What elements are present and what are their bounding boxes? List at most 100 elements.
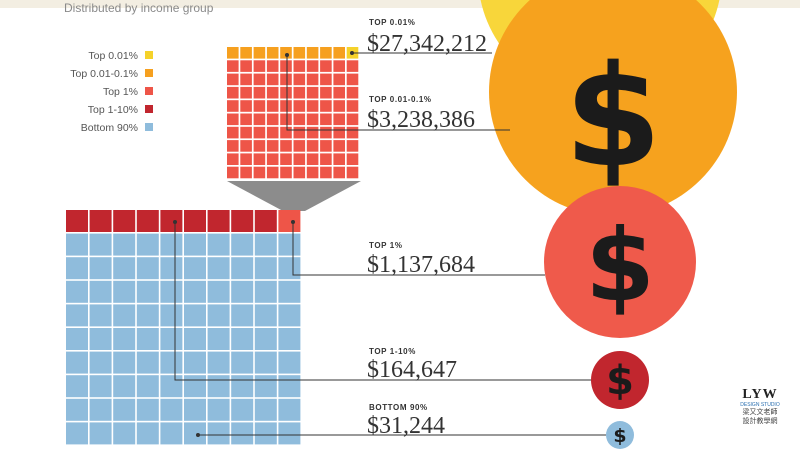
top-grid-cell bbox=[280, 86, 292, 99]
top-grid-cell bbox=[333, 73, 345, 86]
watermark-logo: LYW DESIGN STUDIO 梁又文老師 設計教學網 bbox=[730, 388, 790, 426]
top-grid-cell bbox=[346, 86, 359, 99]
bottom-grid-cell bbox=[231, 257, 254, 280]
top-grid-cell bbox=[240, 166, 252, 179]
top-grid-cell bbox=[253, 166, 266, 179]
top-grid-cell bbox=[320, 60, 332, 72]
leader-line-top-01 bbox=[286, 55, 510, 131]
top-grid-cell bbox=[293, 86, 306, 99]
group-heading-bottom-90: BOTTOM 90% bbox=[369, 403, 428, 412]
legend-swatch-3 bbox=[145, 105, 153, 113]
bottom-grid-cell bbox=[278, 257, 301, 280]
top-grid-cell bbox=[306, 60, 319, 72]
leader-dot bbox=[350, 51, 354, 55]
bottom-grid-cell bbox=[89, 375, 112, 398]
bottom-grid-cell bbox=[254, 280, 277, 303]
legend-swatch-4 bbox=[145, 123, 153, 131]
top-grid-cell bbox=[293, 73, 306, 86]
top-grid-cell bbox=[240, 73, 252, 86]
top-grid-cell bbox=[253, 86, 266, 99]
circle-top-1-10 bbox=[591, 351, 649, 409]
bottom-grid-cell bbox=[113, 280, 136, 303]
top-grid-cell bbox=[333, 86, 345, 99]
bottom-grid-cell bbox=[66, 304, 88, 327]
top-grid-cell bbox=[280, 100, 292, 112]
leader-line-top-1-10 bbox=[174, 222, 591, 381]
bottom-grid-cell bbox=[278, 398, 301, 421]
bottom-grid-cell bbox=[66, 328, 88, 350]
zoom-funnel bbox=[227, 181, 361, 211]
top-grid-cell bbox=[293, 126, 306, 139]
bottom-grid-cell bbox=[184, 257, 206, 280]
dollar-icon-top-1: $ bbox=[585, 207, 655, 324]
bottom-grid-cell bbox=[254, 328, 277, 350]
watermark-brand: LYW bbox=[742, 387, 778, 402]
top-grid-cell bbox=[320, 86, 332, 99]
top-grid-cell bbox=[346, 113, 359, 126]
group-amount-top-001: $27,342,212 bbox=[367, 31, 487, 57]
watermark-studio: DESIGN STUDIO bbox=[740, 402, 780, 408]
top-grid-cell bbox=[333, 126, 345, 139]
top-grid-cell bbox=[320, 126, 332, 139]
top-grid-cell bbox=[306, 126, 319, 139]
top-grid-cell bbox=[240, 100, 252, 112]
top-grid-cell bbox=[253, 73, 266, 86]
top-grid-cell bbox=[227, 140, 239, 152]
top-grid-cell bbox=[280, 73, 292, 86]
bottom-grid-cell bbox=[113, 233, 136, 256]
leader-line-top-1 bbox=[292, 222, 545, 276]
circle-top-1 bbox=[544, 186, 696, 338]
group-heading-top-001: TOP 0.01% bbox=[369, 18, 415, 27]
top-grid-cell bbox=[306, 140, 319, 152]
top-grid-cell bbox=[253, 113, 266, 126]
top-grid-cell bbox=[320, 113, 332, 126]
bottom-grid-cell bbox=[184, 375, 206, 398]
bottom-grid-cell bbox=[160, 304, 183, 327]
bottom-grid-cell bbox=[89, 398, 112, 421]
bottom-grid-cell bbox=[89, 328, 112, 350]
top-grid-cell bbox=[346, 140, 359, 152]
top-grid-cell bbox=[280, 153, 292, 165]
top-grid-cell bbox=[346, 60, 359, 72]
circle-top-01 bbox=[489, 0, 737, 216]
bottom-grid-cell bbox=[278, 233, 301, 256]
bottom-grid-cell bbox=[113, 375, 136, 398]
bottom-grid-cell bbox=[136, 351, 159, 374]
bottom-grid-cell bbox=[113, 210, 136, 232]
top-grid-cell bbox=[266, 60, 279, 72]
top-grid-cell bbox=[320, 166, 332, 179]
top-grid-cell bbox=[266, 73, 279, 86]
top-grid-cell bbox=[333, 166, 345, 179]
bottom-grid-cell bbox=[113, 398, 136, 421]
legend-label-3: Top 1-10% bbox=[88, 104, 138, 116]
bottom-grid-cell bbox=[113, 351, 136, 374]
top-grid-cell bbox=[306, 47, 319, 59]
top-grid-cell bbox=[240, 140, 252, 152]
top-grid-cell bbox=[333, 100, 345, 112]
bottom-grid-cell bbox=[254, 398, 277, 421]
bottom-grid-cell bbox=[231, 398, 254, 421]
group-heading-top-1: TOP 1% bbox=[369, 241, 403, 250]
bottom-grid-cell bbox=[207, 351, 230, 374]
top-grid-cell bbox=[333, 113, 345, 126]
bottom-grid-cell bbox=[136, 398, 159, 421]
group-amount-top-1: $1,137,684 bbox=[367, 252, 475, 278]
bottom-grid-cell bbox=[184, 233, 206, 256]
bottom-grid-cell bbox=[278, 422, 301, 445]
bottom-grid-cell bbox=[160, 210, 183, 232]
bottom-grid-cell bbox=[89, 280, 112, 303]
bottom-grid-cell bbox=[113, 304, 136, 327]
top-grid-cell bbox=[253, 140, 266, 152]
top-grid-cell bbox=[253, 100, 266, 112]
top-grid-cell bbox=[240, 60, 252, 72]
top-grid-cell bbox=[346, 166, 359, 179]
top-grid-cell bbox=[306, 166, 319, 179]
bottom-grid-cell bbox=[231, 375, 254, 398]
group-heading-top-1-10: TOP 1-10% bbox=[369, 347, 416, 356]
top-grid-cell bbox=[240, 86, 252, 99]
bottom-grid-cell bbox=[160, 422, 183, 445]
bottom-grid-cell bbox=[278, 304, 301, 327]
legend: Top 0.01% Top 0.01-0.1% Top 1% Top 1-10%… bbox=[70, 50, 153, 134]
bottom-grid-cell bbox=[89, 351, 112, 374]
